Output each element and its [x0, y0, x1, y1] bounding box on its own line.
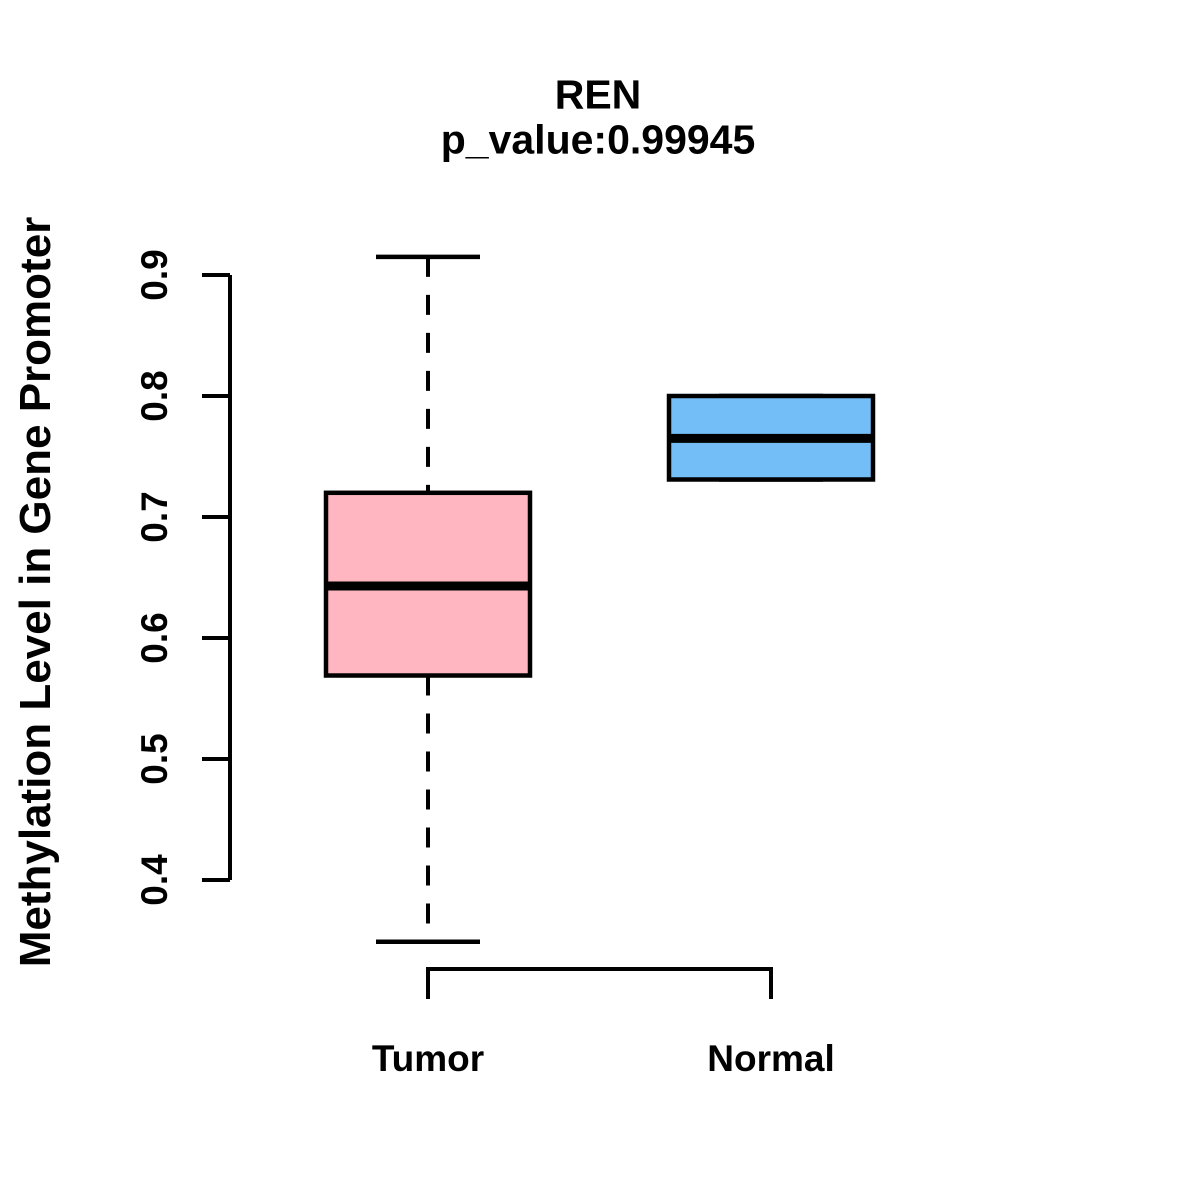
x-group-label-normal: Normal [707, 1038, 835, 1079]
x-axis-bracket [426, 967, 773, 999]
y-tick-label: 0.7 [134, 491, 175, 543]
y-tick-label: 0.4 [134, 854, 175, 906]
y-axis-label: Methylation Level in Gene Promoter [11, 216, 60, 968]
chart-title: REN [554, 71, 642, 118]
x-group-label-tumor: Tumor [371, 1038, 485, 1079]
y-tick-label: 0.5 [134, 733, 175, 785]
y-tick-label: 0.6 [134, 612, 175, 664]
y-tick-label: 0.8 [134, 370, 175, 422]
chart-subtitle: p_value:0.99945 [440, 116, 756, 163]
y-tick-label: 0.9 [134, 249, 175, 301]
